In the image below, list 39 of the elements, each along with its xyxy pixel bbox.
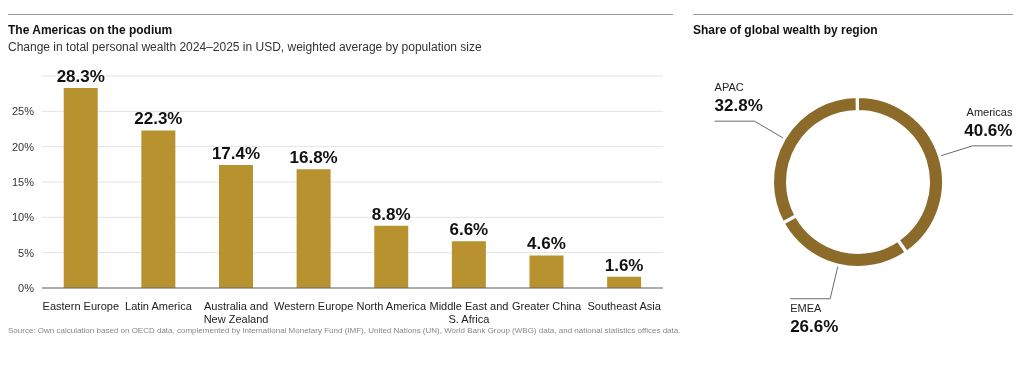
data-label: 1.6% (604, 255, 644, 275)
source-note: Source: Own calculation based on OECD data, complemented by International Monetary Fund (IMF), United Nations (UN), World Bank Group (WBG) data, and national statistics offices data. (8, 326, 681, 335)
slice-label: APAC (714, 81, 744, 94)
data-label: 4.6% (527, 234, 566, 254)
data-label: 6.6% (449, 220, 489, 240)
y-tick-label: 0% (18, 281, 35, 294)
x-tick-label: Southeast Asia (587, 300, 662, 312)
chart-title: The Americas on the podium (8, 23, 174, 37)
x-tick-label: Western Europe (274, 300, 354, 312)
data-label: 32.8% (714, 96, 763, 116)
x-tick-label: Australia and New Zealand (203, 300, 269, 325)
bar (529, 255, 564, 288)
data-label: 28.3% (56, 67, 105, 87)
y-tick-label: 20% (11, 140, 35, 153)
bar (218, 165, 253, 288)
y-tick-label: 5% (18, 246, 35, 259)
x-tick-label: North America (356, 300, 428, 312)
y-tick-label: 25% (11, 105, 35, 118)
data-label: 16.8% (289, 148, 338, 168)
bar (374, 225, 409, 288)
x-tick-label: Greater China (512, 300, 582, 312)
y-tick-label: 10% (11, 211, 35, 224)
x-tick-label: Middle East and S. Africa (429, 300, 509, 325)
data-label: 40.6% (964, 120, 1013, 140)
slice-label: EMEA (790, 301, 822, 314)
bar (296, 169, 331, 288)
y-tick-label: 15% (11, 175, 35, 188)
data-label: 22.3% (134, 109, 183, 129)
chart-title: Share of global wealth by region (693, 23, 879, 37)
x-tick-label: Eastern Europe (42, 300, 120, 312)
chart-subtitle: Change in total personal wealth 2024–2025 in USD, weighted average by population size (8, 40, 483, 54)
x-tick-label: Latin America (125, 300, 193, 312)
data-label: 8.8% (371, 204, 411, 224)
bar (141, 130, 176, 288)
data-label: 26.6% (790, 316, 839, 336)
slice-label: Americas (966, 105, 1013, 118)
data-label: 17.4% (211, 144, 261, 164)
bar (451, 241, 486, 288)
bar (63, 88, 98, 288)
